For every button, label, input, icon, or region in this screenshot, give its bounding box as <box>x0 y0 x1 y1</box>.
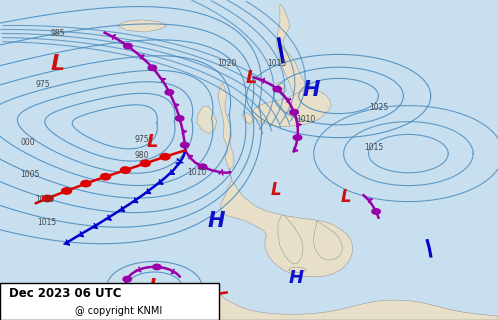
Text: 980: 980 <box>134 151 149 160</box>
Circle shape <box>160 154 170 160</box>
Circle shape <box>293 135 302 140</box>
Text: Dec 2023 06 UTC: Dec 2023 06 UTC <box>9 287 122 300</box>
Text: H: H <box>302 80 320 100</box>
Polygon shape <box>218 84 234 179</box>
Circle shape <box>165 90 174 95</box>
Polygon shape <box>251 90 331 126</box>
Polygon shape <box>276 5 319 122</box>
Circle shape <box>148 65 156 70</box>
Text: 1005: 1005 <box>20 170 39 179</box>
Circle shape <box>204 291 214 298</box>
Circle shape <box>62 188 72 194</box>
Text: 000: 000 <box>20 138 35 147</box>
Circle shape <box>169 297 177 302</box>
Circle shape <box>372 209 380 214</box>
Polygon shape <box>276 83 286 93</box>
Text: 1015: 1015 <box>38 218 57 227</box>
Polygon shape <box>117 20 167 32</box>
Polygon shape <box>197 106 217 134</box>
Polygon shape <box>242 113 253 124</box>
Circle shape <box>175 116 184 121</box>
Circle shape <box>290 109 298 115</box>
Text: 1010: 1010 <box>187 168 206 177</box>
Text: 1015: 1015 <box>267 60 286 68</box>
Circle shape <box>133 298 142 303</box>
Text: L: L <box>341 188 352 206</box>
Text: 1025: 1025 <box>369 103 388 112</box>
Circle shape <box>121 167 130 173</box>
Text: L: L <box>148 277 160 296</box>
Text: H: H <box>289 269 304 287</box>
Text: H: H <box>208 211 226 231</box>
Text: L: L <box>246 69 257 87</box>
Circle shape <box>273 86 281 92</box>
Text: 1020: 1020 <box>217 60 236 68</box>
Polygon shape <box>220 180 353 277</box>
Circle shape <box>180 142 189 148</box>
Text: 975: 975 <box>35 80 50 89</box>
FancyBboxPatch shape <box>0 283 219 320</box>
Text: 1010: 1010 <box>35 196 54 204</box>
Circle shape <box>124 43 132 49</box>
Text: 985: 985 <box>50 29 65 38</box>
Text: L: L <box>50 54 64 74</box>
Text: L: L <box>271 181 282 199</box>
Text: 975: 975 <box>134 135 149 144</box>
Circle shape <box>140 160 150 167</box>
Polygon shape <box>278 215 303 264</box>
Text: @ copyright KNMI: @ copyright KNMI <box>75 306 162 316</box>
Circle shape <box>198 164 207 170</box>
Text: 1015: 1015 <box>364 143 383 152</box>
Text: L: L <box>146 133 158 151</box>
Polygon shape <box>289 267 306 273</box>
Circle shape <box>81 180 91 187</box>
Circle shape <box>101 173 111 180</box>
Circle shape <box>42 195 52 202</box>
Polygon shape <box>219 293 498 320</box>
Circle shape <box>153 264 161 270</box>
Circle shape <box>184 291 194 297</box>
Circle shape <box>123 276 131 282</box>
Polygon shape <box>314 221 343 260</box>
Text: 1010: 1010 <box>297 116 316 124</box>
